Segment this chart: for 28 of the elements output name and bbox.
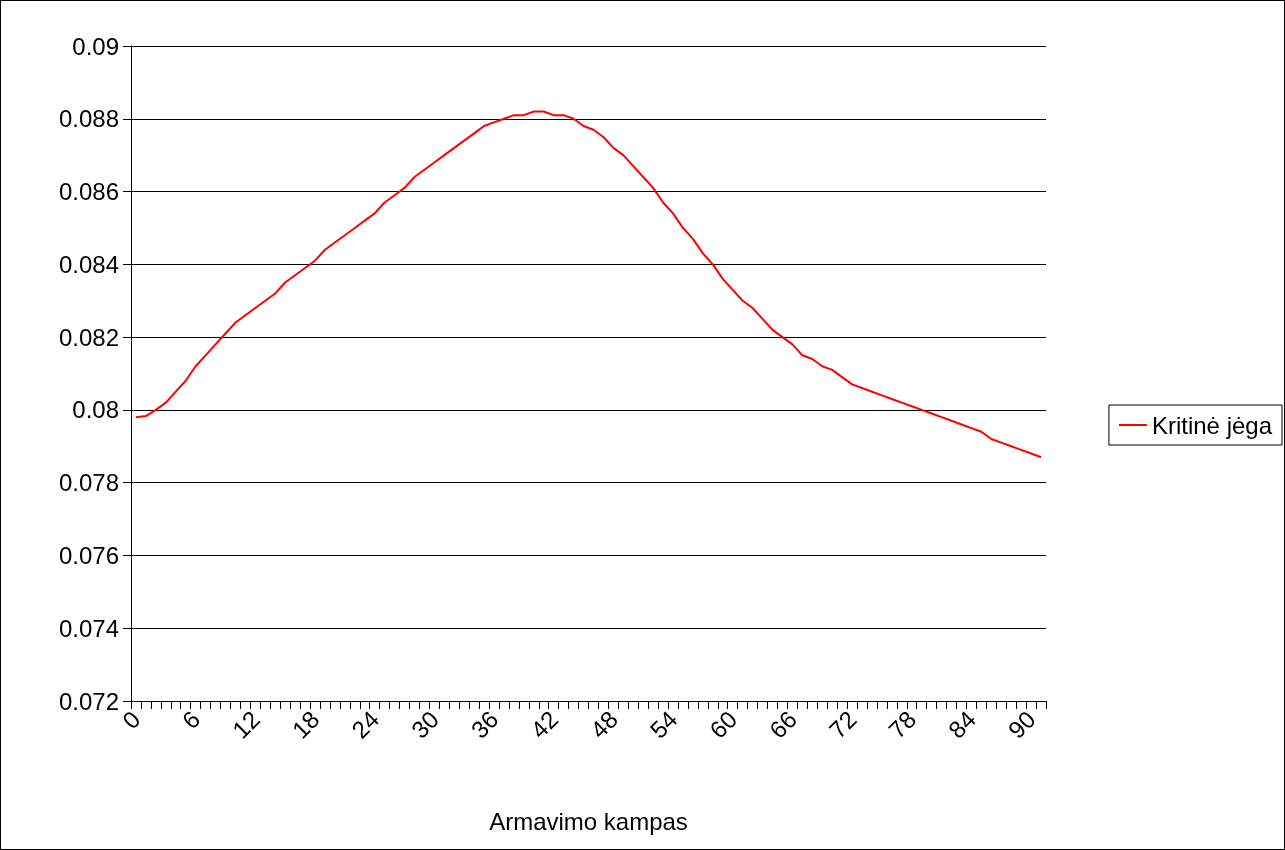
x-tick-label: 36: [465, 705, 504, 744]
x-tick-label: 48: [584, 705, 623, 744]
x-tick-label: 60: [704, 705, 743, 744]
y-tick-label: 0.082: [58, 323, 119, 351]
y-tick-label: 0.072: [58, 687, 119, 715]
y-tick-label: 0.088: [58, 105, 119, 133]
x-tick-label: 42: [525, 705, 564, 744]
legend-label: Kritinė jėga: [1151, 411, 1273, 439]
x-tick-label: 6: [176, 705, 206, 734]
y-tick-label: 0.086: [58, 178, 119, 206]
y-tick-label: 0.08: [72, 396, 119, 424]
y-tick-label: 0.09: [72, 32, 119, 60]
x-tick-label: 54: [644, 705, 683, 744]
y-tick-label: 0.074: [58, 614, 119, 642]
x-tick-label: 84: [942, 705, 981, 744]
x-axis-title: Armavimo kampas: [489, 807, 688, 835]
x-tick-label: 78: [883, 705, 922, 744]
y-tick-label: 0.078: [58, 469, 119, 497]
x-tick-label: 30: [405, 705, 444, 744]
x-tick-label: 90: [1002, 705, 1041, 744]
x-tick-label: 24: [346, 705, 385, 744]
y-tick-label: 0.076: [58, 541, 119, 569]
x-tick-label: 72: [823, 705, 862, 744]
y-tick-label: 0.084: [58, 250, 119, 278]
x-tick-label: 12: [226, 705, 265, 744]
line-series: [134, 110, 1043, 459]
x-tick-label: 66: [763, 705, 802, 744]
x-tick-label: 18: [286, 705, 325, 744]
